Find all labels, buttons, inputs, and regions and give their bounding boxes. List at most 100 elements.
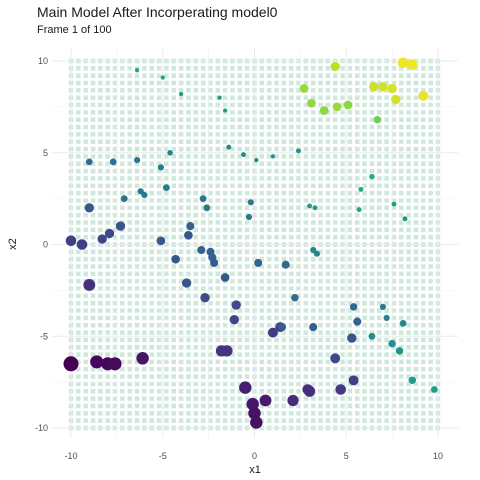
background-tile <box>164 154 169 159</box>
background-tile <box>171 381 177 387</box>
background-tile <box>377 293 382 299</box>
background-tile <box>120 95 125 100</box>
background-tile <box>288 80 294 86</box>
data-point <box>171 254 180 264</box>
background-tile <box>193 352 199 357</box>
background-tile <box>399 367 404 372</box>
background-tile <box>340 102 345 108</box>
background-tile <box>76 139 81 145</box>
background-tile <box>178 264 184 269</box>
background-tile <box>391 308 397 313</box>
background-tile <box>112 418 118 423</box>
background-tile <box>340 352 345 357</box>
background-tile <box>200 102 206 108</box>
background-tile <box>303 337 309 343</box>
background-tile <box>149 344 155 350</box>
background-tile <box>178 146 184 152</box>
background-tile <box>259 190 265 196</box>
data-point <box>259 394 272 407</box>
background-tile <box>332 168 338 174</box>
background-tile <box>156 154 162 159</box>
background-tile <box>90 234 96 240</box>
background-tile <box>200 95 206 100</box>
background-tile <box>340 374 345 379</box>
background-tile <box>156 411 162 416</box>
background-tile <box>413 389 419 394</box>
background-tile <box>318 132 323 137</box>
background-tile <box>413 168 419 174</box>
background-tile <box>421 337 426 343</box>
background-tile <box>391 183 397 189</box>
background-tile <box>281 168 287 174</box>
background-tile <box>120 271 125 277</box>
background-tile <box>266 168 272 174</box>
background-tile <box>134 359 140 365</box>
background-tile <box>76 190 81 196</box>
background-tile <box>120 117 125 122</box>
background-tile <box>428 271 433 277</box>
data-point <box>402 216 408 222</box>
background-tile <box>377 315 382 321</box>
background-tile <box>208 403 213 409</box>
background-tile <box>171 308 177 313</box>
background-tile <box>186 352 191 357</box>
background-tile <box>76 271 81 277</box>
background-tile <box>281 403 287 409</box>
background-tile <box>332 308 338 313</box>
data-point <box>120 195 128 203</box>
background-tile <box>399 337 404 343</box>
background-tile <box>428 124 433 130</box>
background-tile <box>369 110 375 115</box>
background-tile <box>83 80 88 86</box>
background-tile <box>244 271 250 277</box>
data-point <box>296 148 301 154</box>
background-tile <box>406 110 411 115</box>
background-tile <box>127 396 132 401</box>
background-tile <box>399 411 404 416</box>
background-tile <box>281 271 287 277</box>
background-tile <box>377 88 382 93</box>
background-tile <box>178 256 184 262</box>
background-tile <box>340 315 345 321</box>
background-tile <box>303 330 309 335</box>
background-tile <box>230 322 235 328</box>
background-tile <box>259 264 265 269</box>
background-tile <box>332 117 338 122</box>
background-tile <box>142 418 147 423</box>
background-tile <box>244 234 250 240</box>
background-tile <box>134 352 140 357</box>
background-tile <box>421 124 426 130</box>
background-tile <box>428 220 433 225</box>
background-tile <box>399 124 404 130</box>
background-tile <box>377 227 382 233</box>
background-tile <box>230 117 235 122</box>
background-tile <box>354 124 360 130</box>
background-tile <box>399 293 404 299</box>
data-point <box>104 228 115 239</box>
background-tile <box>428 227 433 233</box>
background-tile <box>142 300 147 306</box>
background-tile <box>391 205 397 211</box>
background-tile <box>127 308 132 313</box>
background-tile <box>105 146 110 152</box>
background-tile <box>230 80 235 86</box>
background-tile <box>384 389 389 394</box>
background-tile <box>134 88 140 93</box>
background-tile <box>222 389 228 394</box>
background-tile <box>259 367 265 372</box>
background-tile <box>200 168 206 174</box>
background-tile <box>347 110 353 115</box>
background-tile <box>354 249 360 255</box>
background-tile <box>347 139 353 145</box>
background-tile <box>149 205 155 211</box>
data-point <box>281 260 290 269</box>
background-tile <box>90 176 96 181</box>
background-tile <box>391 190 397 196</box>
background-tile <box>318 227 323 233</box>
background-tile <box>391 374 397 379</box>
background-tile <box>310 176 316 181</box>
background-tile <box>149 337 155 343</box>
background-tile <box>274 205 279 211</box>
background-tile <box>296 190 301 196</box>
background-tile <box>193 161 199 167</box>
